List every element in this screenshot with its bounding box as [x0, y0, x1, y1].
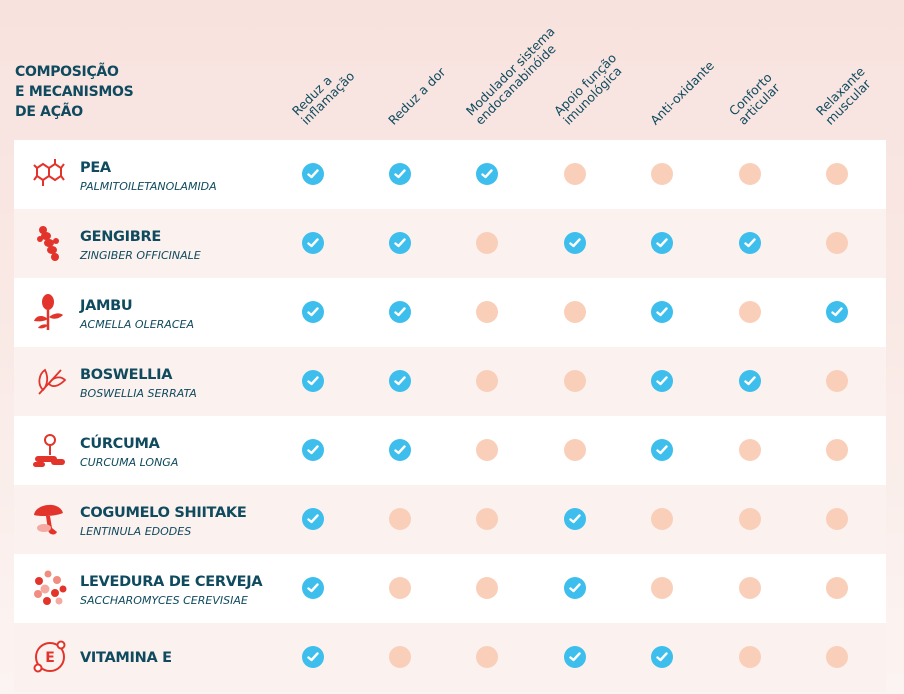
empty-circle-icon [564, 301, 586, 323]
title-line: E MECANISMOS [15, 84, 134, 100]
empty-circle-icon [476, 232, 498, 254]
mushroom-icon [31, 500, 69, 538]
empty-circle-icon [739, 508, 761, 530]
check-icon [476, 163, 498, 185]
yeast-icon [31, 569, 69, 607]
check-icon [302, 301, 324, 323]
vitamin-e-icon: E [31, 638, 69, 676]
ingredient-name: LEVEDURA DE CERVEJA [80, 574, 263, 590]
title-line: COMPOSIÇÃO [15, 64, 119, 80]
empty-circle-icon [651, 508, 673, 530]
scientific-name: CURCUMA LONGA [80, 456, 179, 469]
empty-circle-icon [739, 301, 761, 323]
check-icon [651, 301, 673, 323]
check-icon [739, 232, 761, 254]
check-icon [302, 508, 324, 530]
check-icon [651, 232, 673, 254]
jambu-flower-icon [31, 293, 69, 331]
empty-circle-icon [564, 370, 586, 392]
ingredient-name: BOSWELLIA [80, 367, 173, 383]
empty-circle-icon [739, 646, 761, 668]
scientific-name: SACCHAROMYCES CEREVISIAE [80, 594, 248, 607]
table-row: JAMBU ACMELLA OLERACEA [14, 278, 886, 347]
check-icon [651, 646, 673, 668]
ingredient-name: COGUMELO SHIITAKE [80, 505, 247, 521]
check-icon [564, 232, 586, 254]
empty-circle-icon [476, 646, 498, 668]
empty-circle-icon [826, 232, 848, 254]
ingredient-name: PEA [80, 160, 111, 176]
column-header-line: endocanabinóide [472, 41, 559, 128]
empty-circle-icon [826, 370, 848, 392]
check-icon [389, 232, 411, 254]
table-title: COMPOSIÇÃO E MECANISMOS DE AÇÃO [15, 62, 134, 122]
column-header-line: Reduz a dor [385, 64, 449, 128]
table-row: PEA PALMITOILETANOLAMIDA [14, 140, 886, 209]
empty-circle-icon [826, 646, 848, 668]
table-row: E VITAMINA E [14, 623, 886, 692]
column-header-line: Modulador sistema [462, 23, 558, 119]
molecule-icon [31, 155, 69, 193]
check-icon [389, 301, 411, 323]
empty-circle-icon [389, 646, 411, 668]
boswellia-leaf-icon [31, 362, 69, 400]
scientific-name: ACMELLA OLERACEA [80, 318, 194, 331]
check-icon [302, 163, 324, 185]
ingredient-name: VITAMINA E [80, 650, 172, 666]
empty-circle-icon [476, 370, 498, 392]
ingredient-name: CÚRCUMA [80, 436, 160, 452]
table-row: BOSWELLIA BOSWELLIA SERRATA [14, 347, 886, 416]
scientific-name: LENTINULA EDODES [80, 525, 192, 538]
check-icon [302, 439, 324, 461]
title-line: DE AÇÃO [15, 104, 83, 120]
empty-circle-icon [826, 439, 848, 461]
ingredient-name: GENGIBRE [80, 229, 161, 245]
empty-circle-icon [651, 163, 673, 185]
check-icon [651, 370, 673, 392]
table-row: COGUMELO SHIITAKE LENTINULA EDODES [14, 485, 886, 554]
scientific-name: PALMITOILETANOLAMIDA [80, 180, 217, 193]
check-icon [564, 508, 586, 530]
column-header-line: Anti-oxidante [647, 57, 717, 128]
check-icon [651, 439, 673, 461]
table-row: CÚRCUMA CURCUMA LONGA [14, 416, 886, 485]
scientific-name: ZINGIBER OFFICINALE [80, 249, 201, 262]
check-icon [564, 646, 586, 668]
check-icon [389, 439, 411, 461]
check-icon [389, 370, 411, 392]
ginger-icon [31, 224, 69, 262]
empty-circle-icon [739, 439, 761, 461]
ingredient-name: JAMBU [80, 298, 133, 314]
empty-circle-icon [651, 577, 673, 599]
check-icon [389, 163, 411, 185]
check-icon [826, 301, 848, 323]
empty-circle-icon [739, 577, 761, 599]
empty-circle-icon [739, 163, 761, 185]
check-icon [302, 232, 324, 254]
empty-circle-icon [564, 439, 586, 461]
empty-circle-icon [826, 508, 848, 530]
empty-circle-icon [389, 508, 411, 530]
svg-text:E: E [45, 650, 55, 666]
empty-circle-icon [826, 163, 848, 185]
empty-circle-icon [476, 439, 498, 461]
curcuma-icon [31, 431, 69, 469]
empty-circle-icon [476, 577, 498, 599]
empty-circle-icon [826, 577, 848, 599]
check-icon [739, 370, 761, 392]
scientific-name: BOSWELLIA SERRATA [80, 387, 197, 400]
check-icon [302, 370, 324, 392]
check-icon [564, 577, 586, 599]
empty-circle-icon [476, 508, 498, 530]
table-row: LEVEDURA DE CERVEJA SACCHAROMYCES CEREVIS… [14, 554, 886, 623]
table-row: GENGIBRE ZINGIBER OFFICINALE [14, 209, 886, 278]
check-icon [302, 646, 324, 668]
empty-circle-icon [476, 301, 498, 323]
empty-circle-icon [389, 577, 411, 599]
check-icon [302, 577, 324, 599]
empty-circle-icon [564, 163, 586, 185]
